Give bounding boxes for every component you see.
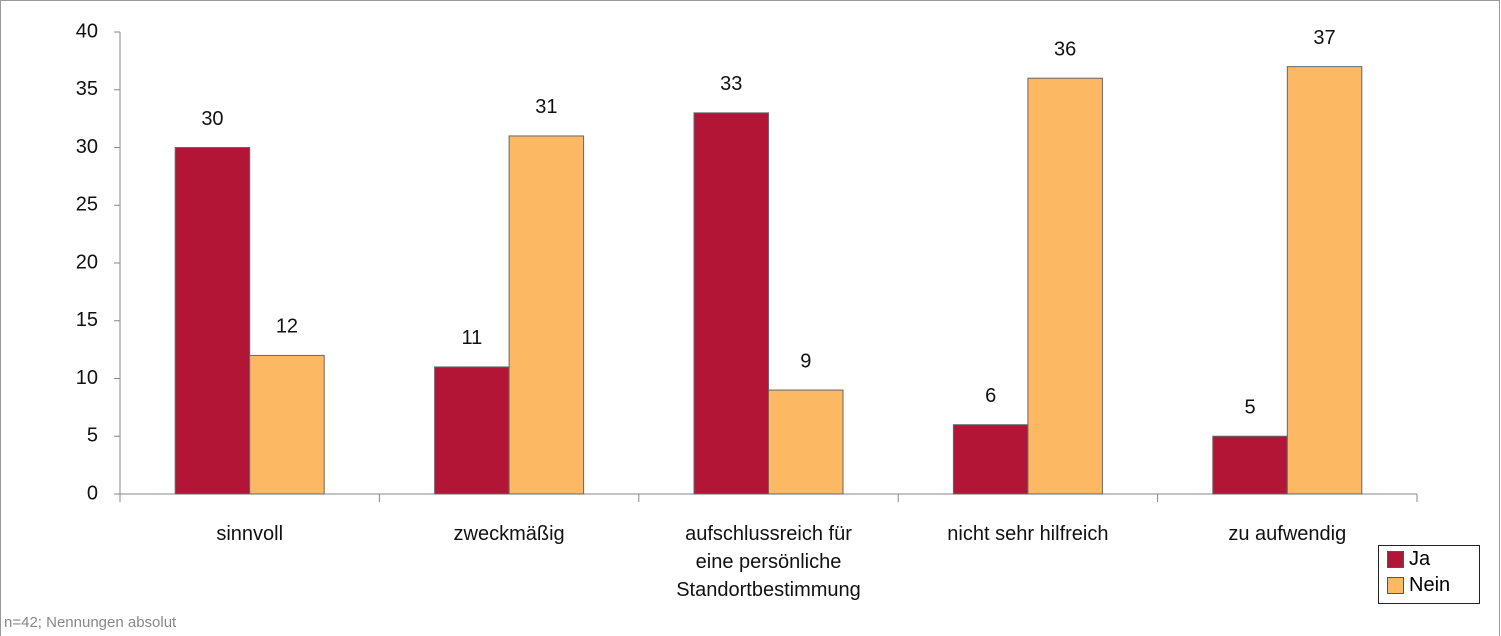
data-label: 5: [1244, 397, 1255, 419]
x-tick-label: aufschlussreich für eine persönliche Sta…: [676, 523, 861, 601]
data-label: 11: [461, 327, 482, 349]
bar: [1212, 435, 1288, 495]
y-tick-label: 10: [76, 367, 98, 389]
bar: [434, 366, 510, 495]
bar: [249, 354, 325, 495]
bar: [693, 112, 769, 495]
legend-item: Nein: [1387, 572, 1479, 598]
data-label: 12: [276, 316, 298, 338]
bar: [952, 424, 1029, 495]
x-tick-label: zu aufwendig: [1228, 523, 1347, 545]
y-tick-label: 15: [76, 309, 98, 331]
legend-label: Ja: [1409, 547, 1431, 570]
legend: Ja Nein: [1378, 545, 1480, 604]
y-tick-label: 30: [76, 136, 98, 158]
bar: [1286, 66, 1363, 495]
bar: [174, 147, 251, 495]
legend-swatch: [1387, 576, 1404, 594]
data-label: 31: [535, 96, 557, 118]
bar: [508, 135, 585, 495]
bar: [1027, 77, 1103, 495]
data-label: 33: [720, 73, 742, 95]
x-tick-label: zweckmäßig: [453, 523, 565, 545]
legend-label: Nein: [1409, 573, 1451, 596]
y-tick-label: 0: [87, 482, 98, 504]
x-tick-label: nicht sehr hilfreich: [947, 523, 1109, 545]
y-tick-label: 5: [87, 425, 98, 447]
bar: [768, 389, 844, 495]
y-tick-label: 35: [76, 78, 98, 100]
data-label: 37: [1313, 27, 1335, 49]
y-tick-label: 20: [76, 251, 98, 273]
data-label: 6: [985, 385, 996, 407]
legend-swatch: [1387, 550, 1404, 568]
y-tick-label: 25: [76, 194, 98, 216]
data-label: 36: [1054, 38, 1076, 60]
y-tick-label: 40: [76, 20, 98, 42]
x-tick-label: sinnvoll: [216, 523, 284, 545]
legend-item: Ja: [1387, 546, 1479, 572]
data-label: 9: [800, 350, 811, 372]
note: n=42; Nennungen absolut: [4, 614, 177, 631]
data-label: 30: [201, 108, 223, 130]
